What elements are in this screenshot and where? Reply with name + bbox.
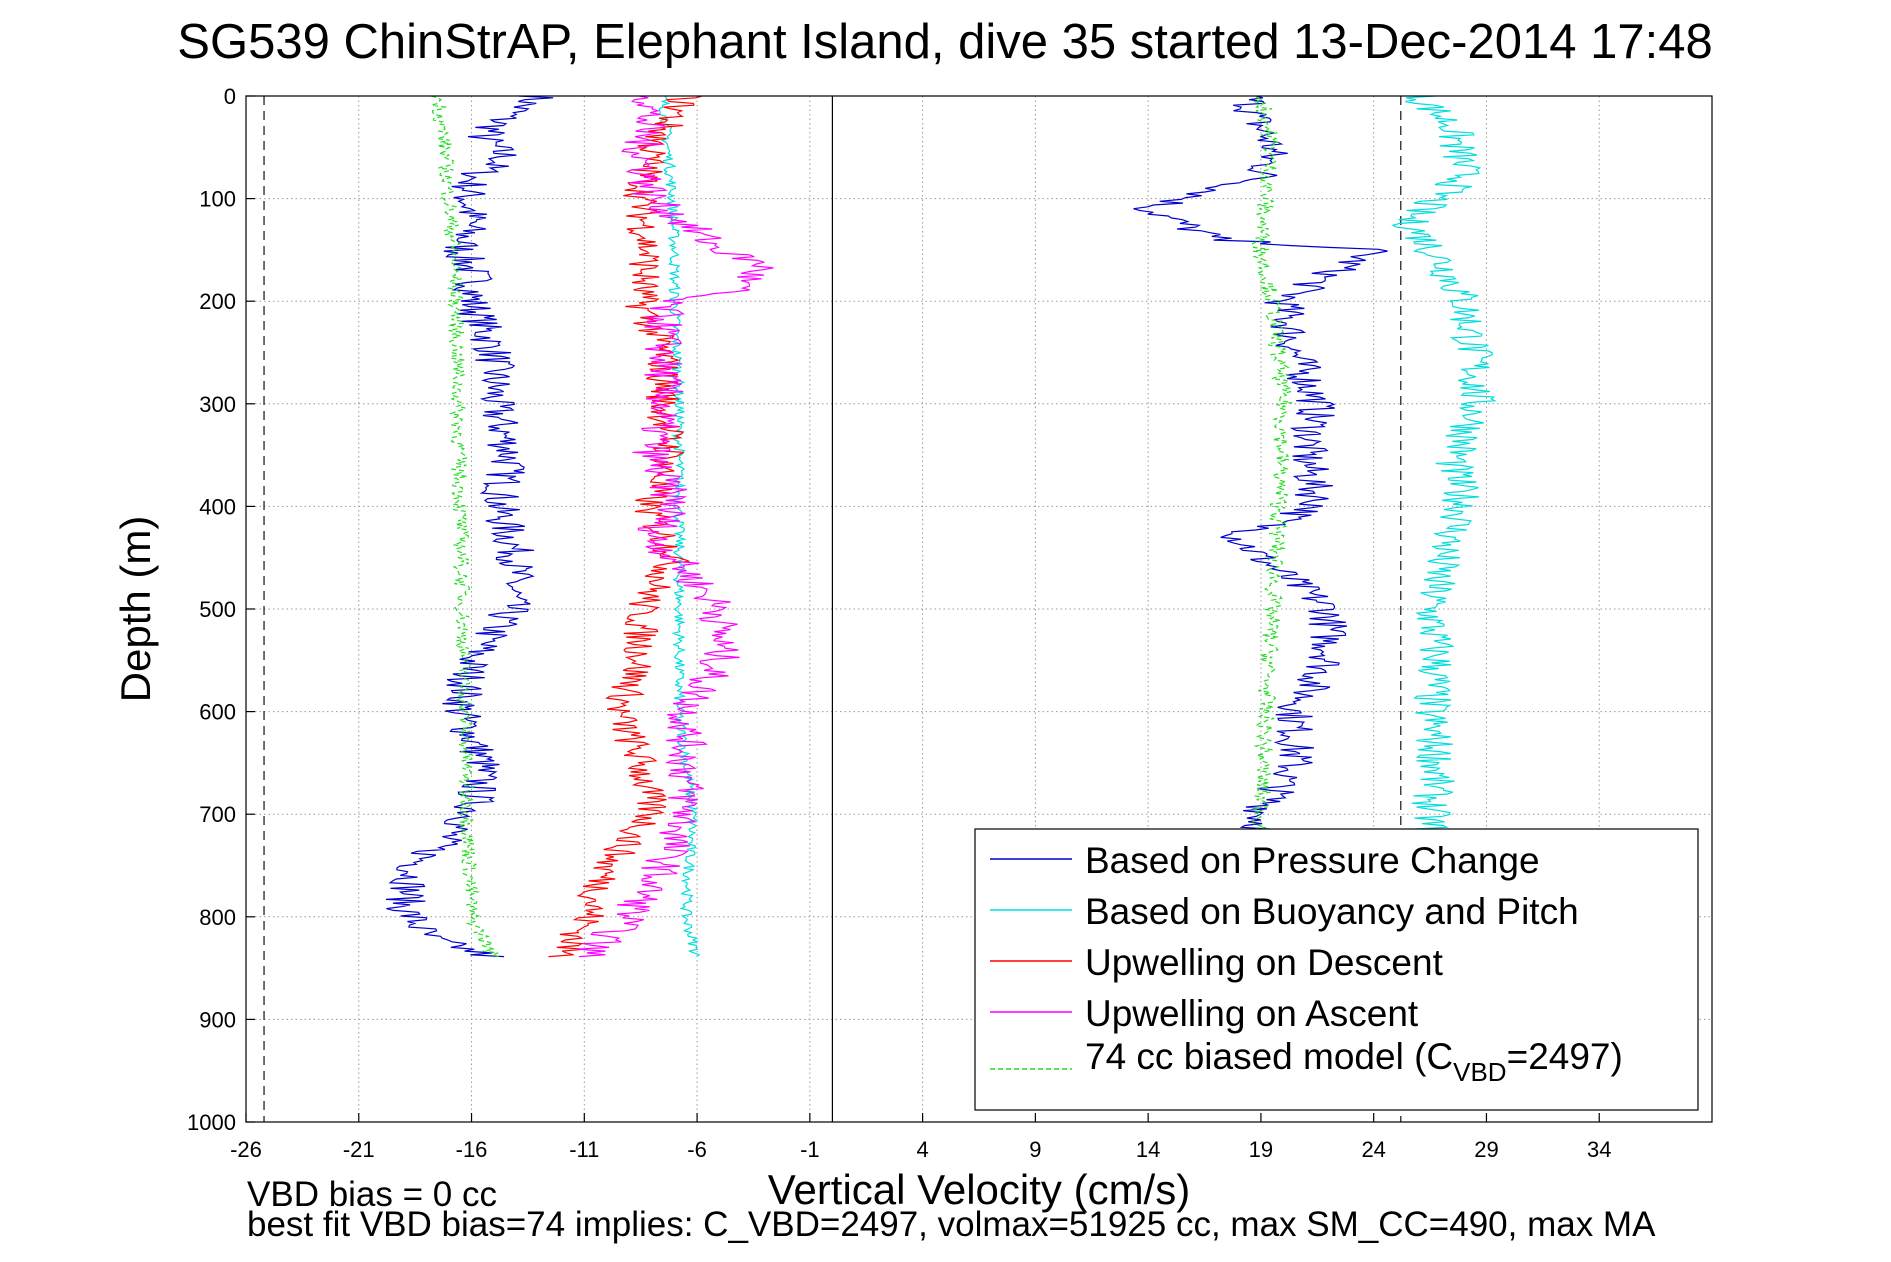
legend-label: Upwelling on Ascent [1085, 993, 1419, 1034]
x-tick-label: 14 [1136, 1137, 1160, 1162]
legend-label: 74 cc biased model (CVBD=2497) [1085, 1036, 1623, 1087]
series-line-ascent [1133, 95, 1388, 836]
x-tick-label: 24 [1361, 1137, 1385, 1162]
x-tick-label: 9 [1029, 1137, 1041, 1162]
vbd-bias-annotation: VBD bias = 0 cc [247, 1175, 497, 1214]
series-line [385, 95, 554, 958]
legend-box [974, 828, 1699, 1111]
series-line [548, 95, 703, 958]
y-tick-label: 200 [199, 289, 236, 314]
x-axis-label: Vertical Velocity (cm/s) [768, 1166, 1190, 1213]
y-tick-label: 900 [199, 1007, 236, 1032]
series-line-ascent [1391, 95, 1497, 836]
y-tick-label: 1000 [187, 1110, 236, 1135]
x-tick-label: 19 [1249, 1137, 1273, 1162]
legend: Based on Pressure Change Based on Buoyanc… [974, 828, 1699, 1111]
x-tick-label: -1 [800, 1137, 820, 1162]
best-fit-annotation: best fit VBD bias=74 implies: C_VBD=2497… [247, 1205, 1656, 1244]
chart-title: SG539 ChinStrAP, Elephant Island, dive 3… [177, 15, 1712, 69]
series-line [577, 95, 774, 958]
x-tick-label: -26 [230, 1137, 262, 1162]
legend-label: Based on Buoyancy and Pitch [1085, 891, 1579, 932]
series-group [385, 95, 1497, 958]
legend-label: Based on Pressure Change [1085, 840, 1540, 881]
y-tick-label: 600 [199, 700, 236, 725]
series-line [431, 95, 499, 958]
series-line-ascent [1251, 95, 1293, 836]
legend-label: Upwelling on Descent [1085, 942, 1444, 983]
x-axis-ticks: -26 -21 -16 -11 -6 -1 4 9 14 19 24 29 34 [230, 1113, 1611, 1162]
y-tick-label: 500 [199, 597, 236, 622]
y-tick-label: 300 [199, 392, 236, 417]
x-tick-label: -6 [687, 1137, 707, 1162]
y-axis-ticks: 0 100 200 300 400 500 600 700 800 900 1000 [187, 84, 255, 1135]
x-tick-label: -21 [343, 1137, 375, 1162]
x-tick-label: -11 [569, 1137, 599, 1162]
x-tick-label: 29 [1474, 1137, 1498, 1162]
x-tick-label: 34 [1587, 1137, 1611, 1162]
series-line [658, 95, 701, 958]
y-tick-label: 400 [199, 494, 236, 519]
y-tick-label: 100 [199, 187, 236, 212]
y-tick-label: 700 [199, 802, 236, 827]
x-tick-label: 4 [916, 1137, 928, 1162]
y-tick-label: 0 [224, 84, 236, 109]
y-tick-label: 800 [199, 905, 236, 930]
x-tick-label: -16 [456, 1137, 488, 1162]
y-axis-label: Depth (m) [112, 516, 159, 703]
